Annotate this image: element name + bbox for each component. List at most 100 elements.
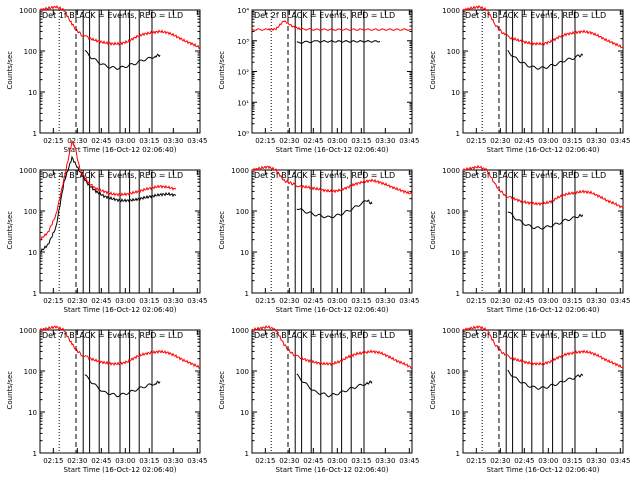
series-line-events [296, 199, 373, 219]
x-tick-label: 03:00 [327, 137, 347, 145]
x-tick-label: 02:30 [490, 297, 510, 305]
y-tick-label: 1000 [19, 7, 37, 15]
x-tick-label: 03:45 [610, 457, 630, 465]
chart-panel-9: Det 9f BLACK = Events, RED = LLD Counts/s… [429, 325, 630, 474]
x-tick-label: 02:15 [43, 297, 63, 305]
x-tick-label: 03:15 [351, 297, 371, 305]
x-tick-label: 03:15 [139, 457, 159, 465]
y-tick-label: 10 [28, 89, 37, 97]
chart-title: Det 7f BLACK = Events, RED = LLD [42, 331, 183, 340]
chart-panel-1: Det 1f BLACK = Events, RED = LLD Counts/s… [6, 5, 207, 154]
series-line-events [84, 374, 161, 398]
x-tick-label: 03:00 [115, 297, 135, 305]
x-tick-label: 03:30 [586, 137, 606, 145]
series-line-lld [462, 164, 624, 209]
y-tick-label: 100 [236, 208, 249, 216]
series-line-events [296, 39, 381, 44]
x-tick-label: 02:45 [303, 137, 323, 145]
x-tick-label: 03:45 [610, 137, 630, 145]
y-tick-label: 100 [24, 208, 37, 216]
x-tick-label: 03:00 [538, 297, 558, 305]
series-line-lld [251, 324, 413, 370]
x-tick-label: 02:30 [67, 457, 87, 465]
y-tick-label: 100 [447, 208, 460, 216]
series-line-lld [251, 19, 413, 32]
y-tick-label: 1000 [19, 327, 37, 335]
y-axis-label: Counts/sec [6, 371, 14, 410]
x-axis-label: Start Time (16-Oct-12 02:06:40) [487, 466, 600, 474]
x-tick-label: 03:00 [538, 137, 558, 145]
y-tick-label: 10 [451, 409, 460, 417]
x-tick-label: 03:00 [115, 457, 135, 465]
y-tick-label: 10 [28, 409, 37, 417]
y-tick-label: 1 [456, 450, 460, 458]
y-tick-label: 100 [447, 48, 460, 56]
x-tick-label: 02:45 [514, 457, 534, 465]
y-tick-label: 10⁴ [237, 7, 249, 15]
series-line-events [507, 211, 584, 230]
y-tick-label: 1 [456, 130, 460, 138]
x-tick-label: 03:15 [139, 137, 159, 145]
x-tick-label: 03:00 [327, 457, 347, 465]
chart-title: Det 8f BLACK = Events, RED = LLD [254, 331, 395, 340]
y-tick-label: 100 [24, 48, 37, 56]
chart-panel-8: Det 8f BLACK = Events, RED = LLD Counts/s… [218, 324, 419, 474]
y-tick-label: 1000 [19, 167, 37, 175]
y-axis-label: Counts/sec [218, 51, 226, 90]
y-tick-label: 10⁰ [237, 130, 249, 138]
y-tick-label: 10² [237, 69, 249, 77]
x-tick-label: 02:45 [91, 457, 111, 465]
y-tick-label: 1 [33, 130, 37, 138]
x-tick-label: 02:30 [490, 457, 510, 465]
x-tick-label: 02:15 [466, 137, 486, 145]
series-line-lld [462, 325, 624, 369]
x-tick-label: 03:45 [399, 297, 419, 305]
y-tick-label: 1 [33, 290, 37, 298]
x-tick-label: 02:45 [91, 297, 111, 305]
x-tick-label: 02:15 [43, 457, 63, 465]
y-tick-label: 10³ [237, 38, 249, 46]
chart-panel-4: Det 4f BLACK = Events, RED = LLD Counts/s… [6, 140, 207, 314]
x-axis-label: Start Time (16-Oct-12 02:06:40) [276, 306, 389, 314]
y-tick-label: 1000 [442, 327, 460, 335]
x-tick-label: 03:30 [586, 297, 606, 305]
chart-title: Det 4f BLACK = Events, RED = LLD [42, 171, 183, 180]
chart-title: Det 5f BLACK = Events, RED = LLD [254, 171, 395, 180]
x-tick-label: 02:30 [279, 297, 299, 305]
x-tick-label: 03:45 [399, 457, 419, 465]
x-tick-label: 03:45 [399, 137, 419, 145]
y-axis-label: Counts/sec [429, 211, 437, 250]
x-tick-label: 03:15 [139, 297, 159, 305]
series-line-lld [39, 5, 201, 50]
series-line-lld [39, 140, 177, 241]
x-tick-label: 02:30 [490, 137, 510, 145]
x-tick-label: 03:00 [327, 297, 347, 305]
x-tick-label: 03:15 [351, 457, 371, 465]
x-tick-label: 03:30 [163, 457, 183, 465]
x-tick-label: 03:15 [562, 457, 582, 465]
chart-panel-6: Det 6f BLACK = Events, RED = LLD Counts/s… [429, 164, 630, 314]
x-tick-label: 03:30 [375, 457, 395, 465]
x-tick-label: 03:15 [351, 137, 371, 145]
x-tick-label: 03:45 [610, 297, 630, 305]
x-axis-label: Start Time (16-Oct-12 02:06:40) [487, 306, 600, 314]
y-tick-label: 1 [33, 450, 37, 458]
x-tick-label: 02:15 [255, 297, 275, 305]
x-tick-label: 02:45 [514, 137, 534, 145]
x-tick-label: 03:45 [187, 137, 207, 145]
x-tick-label: 02:30 [279, 457, 299, 465]
y-tick-label: 1000 [231, 327, 249, 335]
x-tick-label: 02:15 [466, 457, 486, 465]
x-tick-label: 02:15 [43, 137, 63, 145]
x-axis-label: Start Time (16-Oct-12 02:06:40) [64, 466, 177, 474]
x-axis-label: Start Time (16-Oct-12 02:06:40) [487, 146, 600, 154]
chart-title: Det 2f BLACK = Events, RED = LLD [254, 11, 395, 20]
series-line-events [296, 373, 373, 398]
x-axis-label: Start Time (16-Oct-12 02:06:40) [276, 466, 389, 474]
y-tick-label: 10 [240, 409, 249, 417]
series-line-events [507, 369, 584, 390]
series-line-lld [39, 325, 201, 369]
x-tick-label: 03:30 [375, 297, 395, 305]
